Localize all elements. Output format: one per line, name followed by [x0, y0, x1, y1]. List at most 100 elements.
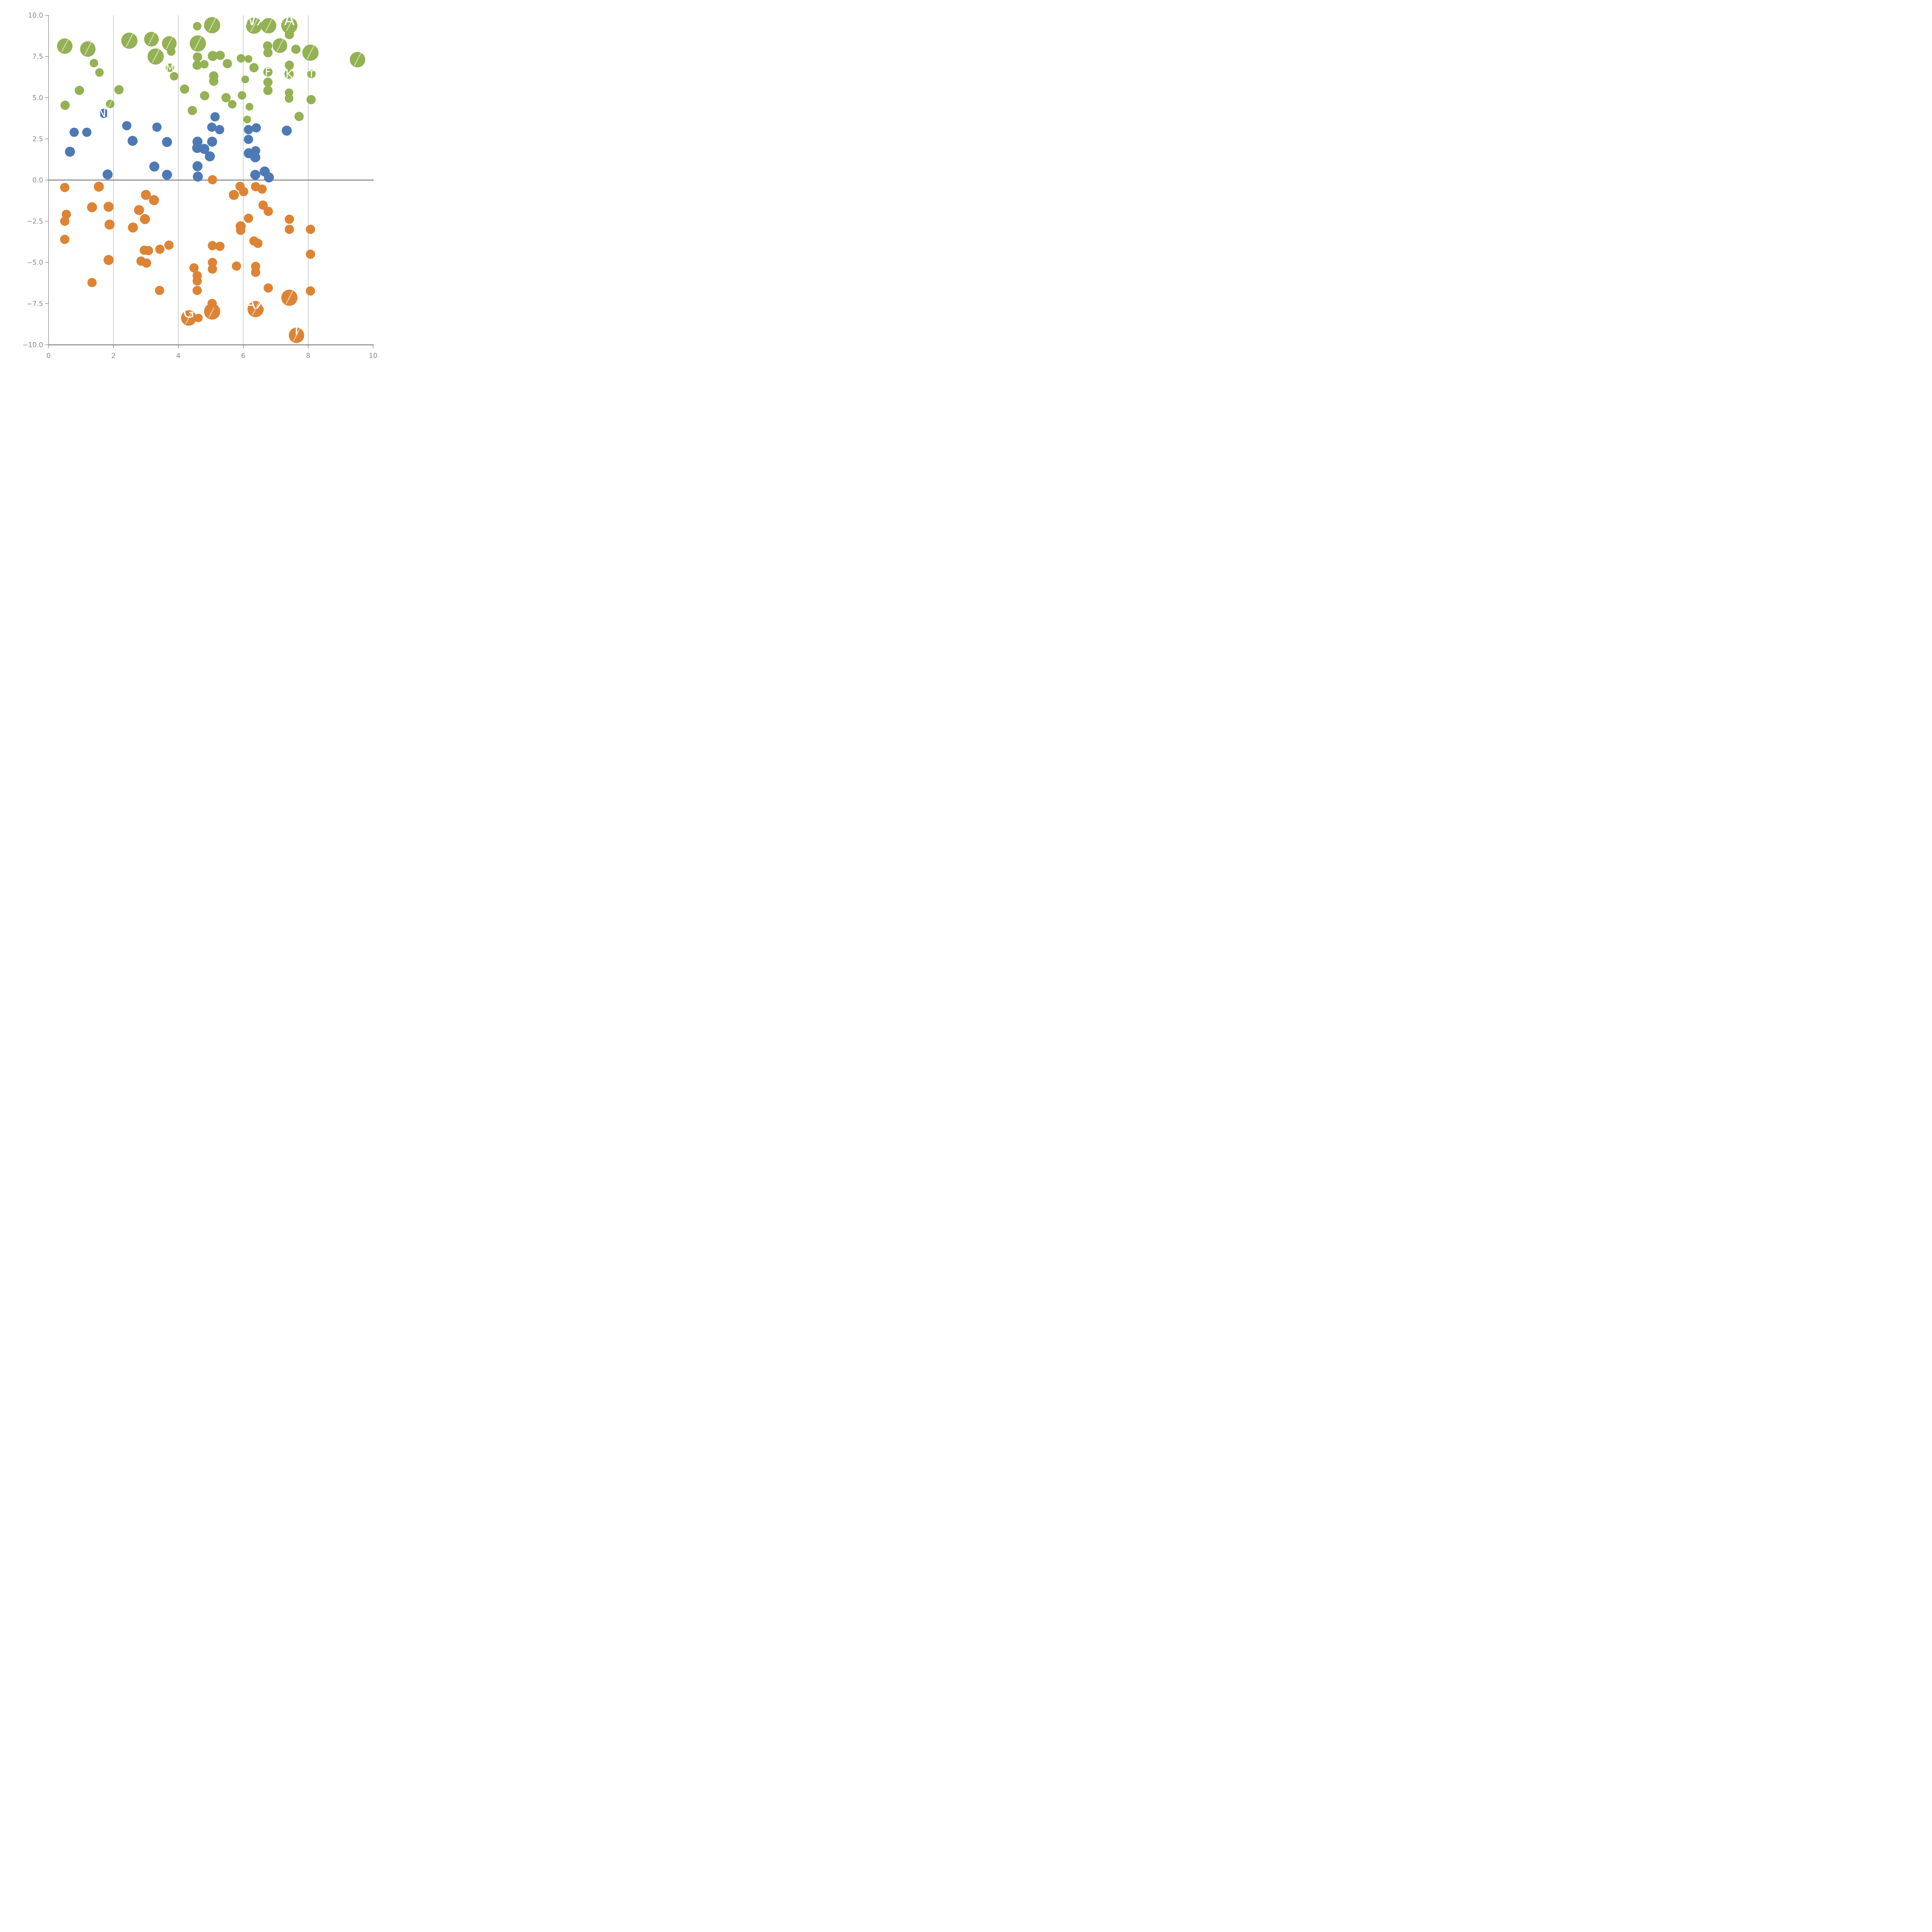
- data-point: [104, 255, 114, 265]
- data-point: [61, 209, 71, 219]
- data-point: [200, 91, 209, 100]
- bubble-slash-mark: [208, 17, 216, 32]
- data-point: [263, 86, 273, 95]
- data-point: [252, 123, 261, 133]
- bubble-slash-mark: [354, 52, 362, 66]
- data-point: [144, 246, 153, 255]
- data-point: [104, 219, 115, 230]
- bubble-slash-mark: [293, 328, 301, 342]
- data-point: [263, 67, 273, 77]
- data-point: [82, 128, 92, 137]
- data-point: [200, 60, 209, 69]
- data-point: [99, 109, 109, 118]
- data-point: [263, 77, 273, 87]
- chart-container: 10.0 7.5 5.0 2.5 0.0 −2.5 −5.0 −7.5 −10.0 0 2 4 6 8 10…: [0, 0, 386, 386]
- y-tick-label: −7.5: [27, 300, 43, 308]
- data-point: [223, 59, 232, 68]
- bubble-slash-mark: [265, 18, 273, 32]
- data-point: [94, 182, 104, 192]
- data-point: [164, 240, 174, 250]
- data-point: [192, 286, 202, 295]
- y-tick-label: 5.0: [32, 94, 43, 102]
- data-point: [291, 44, 301, 54]
- data-point: [285, 94, 294, 103]
- data-point: [192, 60, 202, 70]
- bubble-label: NI: [98, 107, 109, 120]
- data-point: [60, 100, 70, 110]
- data-point: [128, 222, 138, 233]
- data-point: [228, 100, 237, 109]
- bubble-slash-mark: [252, 301, 260, 316]
- data-point: [264, 283, 273, 293]
- data-point: [253, 238, 263, 248]
- data-point: [243, 116, 251, 124]
- data-point: [162, 137, 172, 147]
- y-tick-label: 7.5: [32, 53, 43, 61]
- data-point: [209, 77, 219, 86]
- bubble-slash-mark: [307, 45, 315, 59]
- bubble-slash-mark: [286, 17, 294, 32]
- data-point: [207, 299, 217, 308]
- data-point: [221, 93, 231, 102]
- data-point: [238, 91, 247, 100]
- data-point: [128, 136, 138, 146]
- data-point: [149, 162, 160, 172]
- data-point: [152, 122, 162, 132]
- data-point: [284, 60, 294, 70]
- data-point: [167, 47, 176, 56]
- series-orange: G AX T: [60, 175, 315, 343]
- data-point: [122, 121, 132, 131]
- data-point: [250, 152, 260, 163]
- data-point: [87, 202, 97, 213]
- bubble-slash-mark: [286, 290, 294, 304]
- bubble-slash-mark: [277, 38, 284, 51]
- data-point: [244, 134, 253, 144]
- data-point: [231, 261, 241, 271]
- data-point: [207, 51, 218, 61]
- data-point: [207, 136, 217, 147]
- data-point: [236, 54, 245, 63]
- data-point: [155, 286, 164, 295]
- data-point: [189, 263, 199, 273]
- data-point: [187, 106, 197, 116]
- data-point: [142, 258, 151, 268]
- bubble-slash-mark: [250, 18, 259, 32]
- data-point: [258, 200, 268, 210]
- x-tick-label: 4: [176, 352, 180, 360]
- y-tick-label: 0.0: [32, 177, 43, 184]
- data-point: [199, 144, 209, 154]
- data-point: [284, 69, 294, 79]
- bubble-slash-mark: [126, 33, 134, 47]
- data-point: [69, 128, 79, 137]
- data-point: [251, 267, 260, 277]
- data-point: [257, 184, 267, 194]
- data-point: [134, 205, 144, 215]
- data-point: [282, 126, 292, 136]
- data-point: [284, 214, 294, 224]
- bubble-slash-mark: [108, 100, 113, 107]
- data-point: [162, 170, 172, 180]
- data-point: [205, 151, 215, 162]
- data-point: [193, 22, 202, 31]
- data-point: [244, 213, 253, 223]
- data-point: [114, 85, 124, 95]
- data-point: [215, 51, 225, 60]
- data-point: [245, 55, 253, 63]
- bubble-slash-mark: [148, 32, 155, 45]
- x-tick-label: 6: [241, 352, 245, 360]
- data-point: [207, 264, 217, 274]
- bubble-label: AX: [245, 295, 266, 313]
- bubble-label: F: [265, 66, 271, 78]
- bubble-label: T: [308, 68, 315, 80]
- data-point: [215, 242, 225, 251]
- data-point: [284, 30, 294, 39]
- y-tick-label: 10.0: [28, 12, 43, 20]
- data-point: [149, 195, 159, 206]
- bubble-slash-mark: [61, 39, 69, 52]
- y-tick-label: −10.0: [22, 341, 43, 349]
- data-point: [236, 226, 245, 235]
- data-point: [207, 241, 217, 250]
- data-point: [193, 52, 202, 62]
- x-tick-label: 8: [306, 352, 310, 360]
- x-tick-label: 2: [111, 352, 116, 360]
